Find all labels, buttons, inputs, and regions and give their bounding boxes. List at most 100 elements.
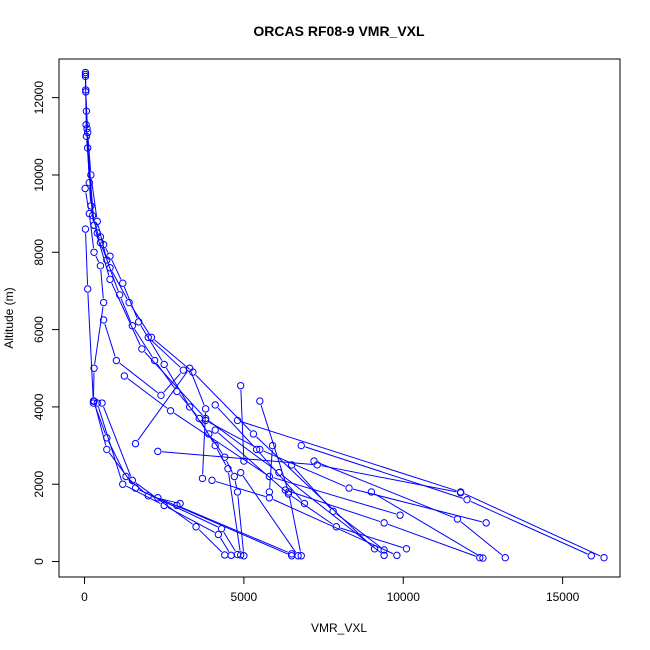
series-segment	[100, 269, 104, 299]
data-point	[310, 457, 318, 465]
data-point	[154, 494, 162, 502]
data-point	[265, 494, 274, 502]
data-point	[367, 488, 376, 496]
series-segment	[273, 477, 397, 515]
data-point	[482, 519, 490, 527]
series-segment	[85, 192, 90, 210]
series-segment	[150, 339, 181, 368]
data-point	[402, 545, 411, 553]
series-segment	[87, 136, 92, 171]
series-7	[99, 316, 188, 400]
data-point	[211, 426, 219, 434]
data-point	[380, 519, 388, 527]
series-segment	[223, 531, 236, 552]
series-segment	[119, 362, 158, 394]
data-point	[99, 298, 108, 307]
series-segment	[144, 351, 204, 416]
series-segment	[98, 406, 122, 481]
data-point	[224, 465, 232, 473]
data-point	[256, 397, 264, 405]
data-point	[287, 461, 296, 469]
data-point	[85, 209, 93, 218]
data-point	[214, 530, 223, 539]
series-21	[287, 461, 388, 554]
series-segment	[260, 404, 288, 489]
series-segment	[87, 293, 94, 399]
series-segment	[130, 305, 150, 335]
data-point	[154, 447, 162, 456]
data-point	[233, 416, 242, 425]
data-point	[82, 121, 90, 129]
y-tick-label: 12000	[32, 81, 46, 115]
data-point	[93, 399, 101, 407]
series-segment	[210, 437, 223, 454]
data-point	[150, 356, 159, 365]
series-segment	[86, 140, 93, 212]
data-point	[587, 552, 596, 560]
data-point	[456, 488, 465, 496]
series-segment	[374, 493, 480, 557]
series-segment	[464, 493, 601, 557]
x-axis-label: VMR_VXL	[311, 621, 367, 635]
series-segment	[195, 374, 251, 432]
series-25	[233, 416, 608, 562]
data-point	[281, 486, 290, 494]
data-point	[192, 523, 200, 531]
series-segment	[126, 485, 161, 505]
series-19	[211, 426, 411, 553]
data-point	[131, 439, 140, 448]
y-tick-label: 6000	[32, 316, 46, 343]
x-tick-label: 10000	[387, 590, 421, 604]
data-point	[99, 316, 108, 324]
data-point	[115, 291, 124, 299]
series-segment	[220, 537, 230, 553]
data-point	[393, 551, 401, 560]
data-point	[81, 184, 89, 193]
data-point	[173, 387, 181, 396]
chart-title: ORCAS RF08-9 VMR_VXL	[253, 23, 425, 39]
series-segment	[90, 179, 98, 218]
series-segment	[289, 490, 381, 523]
series-23	[310, 457, 509, 562]
series-segment	[127, 378, 168, 409]
data-point	[300, 499, 309, 508]
data-point	[201, 405, 210, 413]
series-segment	[294, 467, 331, 509]
series-layer	[81, 68, 608, 562]
data-point	[345, 484, 353, 492]
series-segment	[89, 217, 95, 249]
data-point	[463, 495, 471, 504]
y-axis: 0 2000 4000 6000 8000 10000 12000	[32, 81, 60, 565]
data-point	[211, 401, 219, 409]
series-segment	[111, 282, 141, 346]
data-point	[119, 279, 127, 287]
data-point	[294, 552, 302, 560]
data-point	[157, 391, 165, 400]
series-segment	[104, 323, 116, 357]
series-12	[120, 372, 404, 519]
data-point	[185, 403, 194, 411]
series-segment	[190, 371, 205, 406]
data-point	[103, 256, 111, 264]
series-segment	[94, 405, 107, 446]
series-segment	[336, 513, 382, 548]
data-point	[90, 364, 98, 372]
data-point	[144, 333, 152, 342]
series-28	[236, 468, 302, 560]
data-point	[179, 366, 188, 374]
data-point	[112, 356, 121, 365]
data-point	[249, 430, 258, 438]
data-point	[98, 399, 106, 407]
data-point	[453, 515, 462, 523]
data-point	[380, 551, 388, 560]
data-point	[240, 457, 248, 465]
series-8	[93, 399, 235, 560]
series-segment	[242, 475, 297, 553]
series-segment	[163, 372, 181, 393]
y-tick-label: 10000	[32, 158, 46, 192]
y-tick-label: 0	[32, 558, 46, 565]
series-segment	[234, 480, 238, 488]
series-10	[131, 364, 210, 483]
data-point	[81, 68, 90, 77]
